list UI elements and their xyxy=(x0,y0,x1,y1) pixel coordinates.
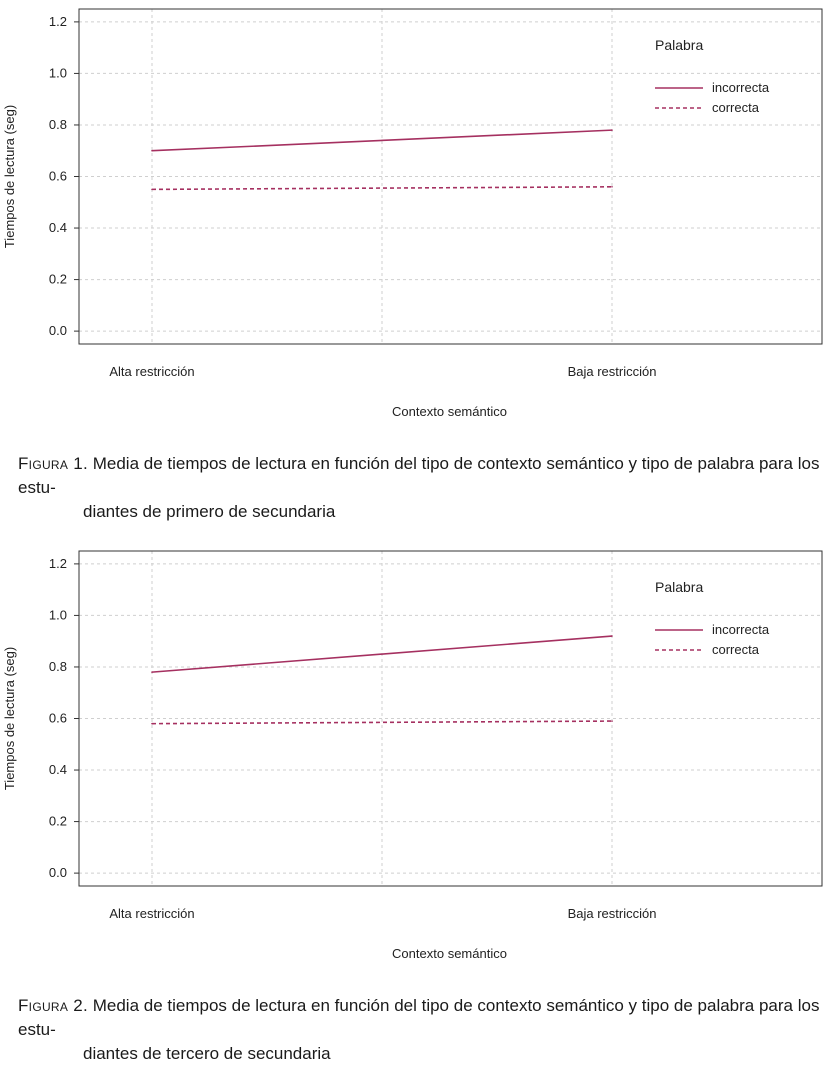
data-point-correcta xyxy=(611,720,613,722)
legend-title: Palabra xyxy=(655,579,703,595)
series-line-incorrecta xyxy=(151,129,613,152)
y-axis-title: Tiempos de lectura (seg) xyxy=(2,647,17,790)
x-tick-label: Alta restricción xyxy=(109,364,194,379)
data-point-correcta xyxy=(151,188,153,191)
y-tick-label: 0.8 xyxy=(49,659,67,674)
y-tick-label: 0.0 xyxy=(49,865,67,880)
figure-caption: Figura 1. Media de tiempos de lectura en… xyxy=(18,452,823,524)
figure-tag: Figura 1. xyxy=(18,454,88,473)
series-line-correcta xyxy=(151,186,613,191)
y-tick-label: 0.4 xyxy=(49,762,67,777)
y-tick-label: 0.2 xyxy=(49,272,67,287)
x-axis-title: Contexto semántico xyxy=(392,404,507,419)
legend-label: correcta xyxy=(712,100,760,115)
data-point-incorrecta xyxy=(151,149,153,152)
caption-text-line2: diantes de tercero de secundaria xyxy=(83,1044,331,1063)
legend: Palabra incorrecta correcta xyxy=(655,579,770,657)
y-tick-label: 0.4 xyxy=(49,220,67,235)
data-point-incorrecta xyxy=(151,671,153,673)
legend: Palabra incorrecta correcta xyxy=(655,37,770,115)
legend-title: Palabra xyxy=(655,37,703,53)
legend-label: incorrecta xyxy=(712,80,770,95)
plot-frame xyxy=(78,550,823,887)
figure-1: 0.0 0.2 0.4 0.6 0.8 1.0 1.2 Alta restricción Baj… xyxy=(0,0,837,521)
caption-text-line1: Media de tiempos de lectura en función d… xyxy=(18,996,820,1039)
data-point-correcta xyxy=(151,722,153,725)
figure-2: 0.0 0.2 0.4 0.6 0.8 1.0 1.2 Alta restricción Baj… xyxy=(0,542,837,1063)
y-tick-label: 0.6 xyxy=(49,711,67,726)
x-tick-label: Baja restricción xyxy=(568,906,657,921)
chart-1: 0.0 0.2 0.4 0.6 0.8 1.0 1.2 Alta restricción Baj… xyxy=(2,8,823,419)
caption-text-line2: diantes de primero de secundaria xyxy=(83,502,336,521)
series-line-incorrecta xyxy=(151,635,613,673)
y-tick-label: 0.6 xyxy=(49,169,67,184)
y-tick-label: 1.2 xyxy=(49,556,67,571)
y-tick-label: 1.0 xyxy=(49,65,67,80)
y-tick-label: 1.2 xyxy=(49,14,67,29)
y-tick-label: 0.0 xyxy=(49,323,67,338)
data-point-incorrecta xyxy=(611,635,613,637)
plot-frame xyxy=(78,8,823,345)
y-tick-label: 0.8 xyxy=(49,117,67,132)
data-point-correcta xyxy=(611,186,613,188)
legend-label: incorrecta xyxy=(712,622,770,637)
grid xyxy=(79,9,822,344)
grid xyxy=(79,551,822,886)
x-tick-label: Alta restricción xyxy=(109,906,194,921)
y-axis-title: Tiempos de lectura (seg) xyxy=(2,105,17,248)
y-tick-label: 1.0 xyxy=(49,607,67,622)
x-tick-label: Baja restricción xyxy=(568,364,657,379)
chart-2: 0.0 0.2 0.4 0.6 0.8 1.0 1.2 Alta restricción Baj… xyxy=(2,550,823,961)
figure-caption: Figura 2. Media de tiempos de lectura en… xyxy=(18,994,823,1066)
legend-label: correcta xyxy=(712,642,760,657)
data-point-incorrecta xyxy=(611,129,613,131)
caption-text-line1: Media de tiempos de lectura en función d… xyxy=(18,454,820,497)
y-tick-label: 0.2 xyxy=(49,814,67,829)
figure-tag: Figura 2. xyxy=(18,996,88,1015)
x-axis-title: Contexto semántico xyxy=(392,946,507,961)
